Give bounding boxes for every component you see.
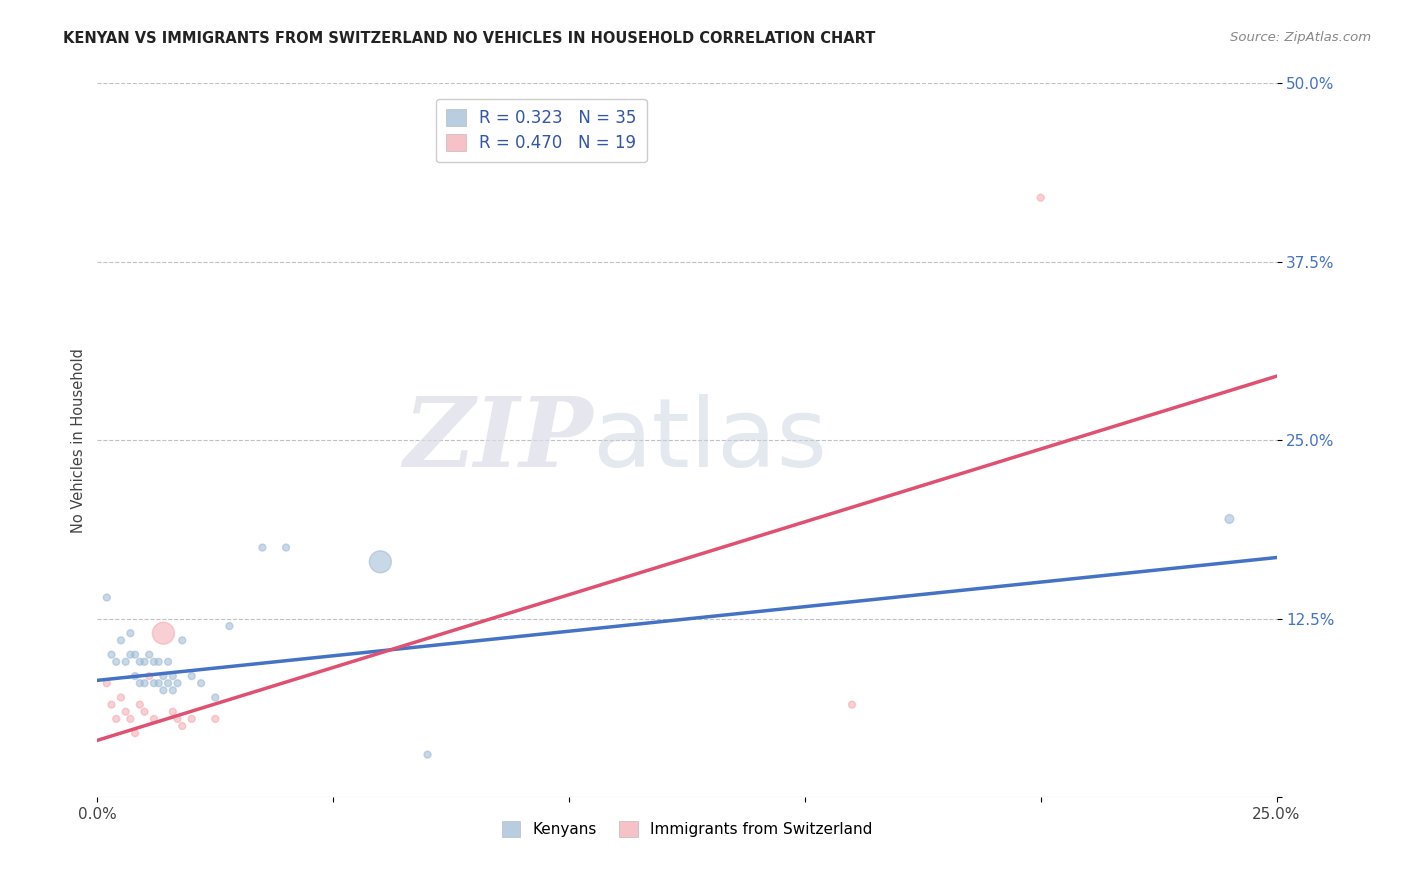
Point: [100, 698, 122, 712]
Point: [157, 676, 180, 690]
Point: [96, 591, 118, 605]
Point: [152, 626, 174, 640]
Point: [142, 676, 165, 690]
Point: [148, 655, 170, 669]
Point: [142, 712, 165, 726]
Text: ZIP: ZIP: [404, 393, 592, 487]
Point: [110, 690, 132, 705]
Point: [100, 648, 122, 662]
Point: [124, 669, 146, 683]
Point: [180, 712, 202, 726]
Point: [204, 690, 226, 705]
Point: [274, 541, 297, 555]
Point: [114, 705, 136, 719]
Point: [128, 676, 150, 690]
Text: atlas: atlas: [592, 394, 828, 487]
Point: [166, 712, 188, 726]
Point: [416, 747, 439, 762]
Point: [110, 633, 132, 648]
Point: [162, 669, 184, 683]
Text: KENYAN VS IMMIGRANTS FROM SWITZERLAND NO VEHICLES IN HOUSEHOLD CORRELATION CHART: KENYAN VS IMMIGRANTS FROM SWITZERLAND NO…: [63, 31, 876, 46]
Point: [162, 705, 184, 719]
Point: [252, 541, 274, 555]
Point: [172, 719, 194, 733]
Point: [841, 698, 863, 712]
Point: [180, 669, 202, 683]
Point: [134, 676, 156, 690]
Y-axis label: No Vehicles in Household: No Vehicles in Household: [72, 348, 86, 533]
Point: [120, 648, 142, 662]
Point: [157, 655, 180, 669]
Point: [218, 619, 240, 633]
Point: [370, 555, 392, 569]
Point: [142, 655, 165, 669]
Point: [124, 648, 146, 662]
Point: [138, 648, 160, 662]
Point: [1218, 512, 1240, 526]
Point: [148, 676, 170, 690]
Point: [120, 626, 142, 640]
Point: [172, 633, 194, 648]
Point: [134, 705, 156, 719]
Point: [105, 655, 128, 669]
Text: Source: ZipAtlas.com: Source: ZipAtlas.com: [1230, 31, 1371, 45]
Point: [128, 698, 150, 712]
Legend: Kenyans, Immigrants from Switzerland: Kenyans, Immigrants from Switzerland: [495, 815, 879, 843]
Point: [162, 683, 184, 698]
Point: [138, 669, 160, 683]
Point: [134, 655, 156, 669]
Point: [152, 669, 174, 683]
Point: [105, 712, 128, 726]
Point: [152, 683, 174, 698]
Point: [124, 726, 146, 740]
Point: [166, 676, 188, 690]
Point: [1029, 191, 1052, 205]
Point: [204, 712, 226, 726]
Point: [120, 712, 142, 726]
Point: [128, 655, 150, 669]
Point: [114, 655, 136, 669]
Point: [190, 676, 212, 690]
Point: [96, 676, 118, 690]
